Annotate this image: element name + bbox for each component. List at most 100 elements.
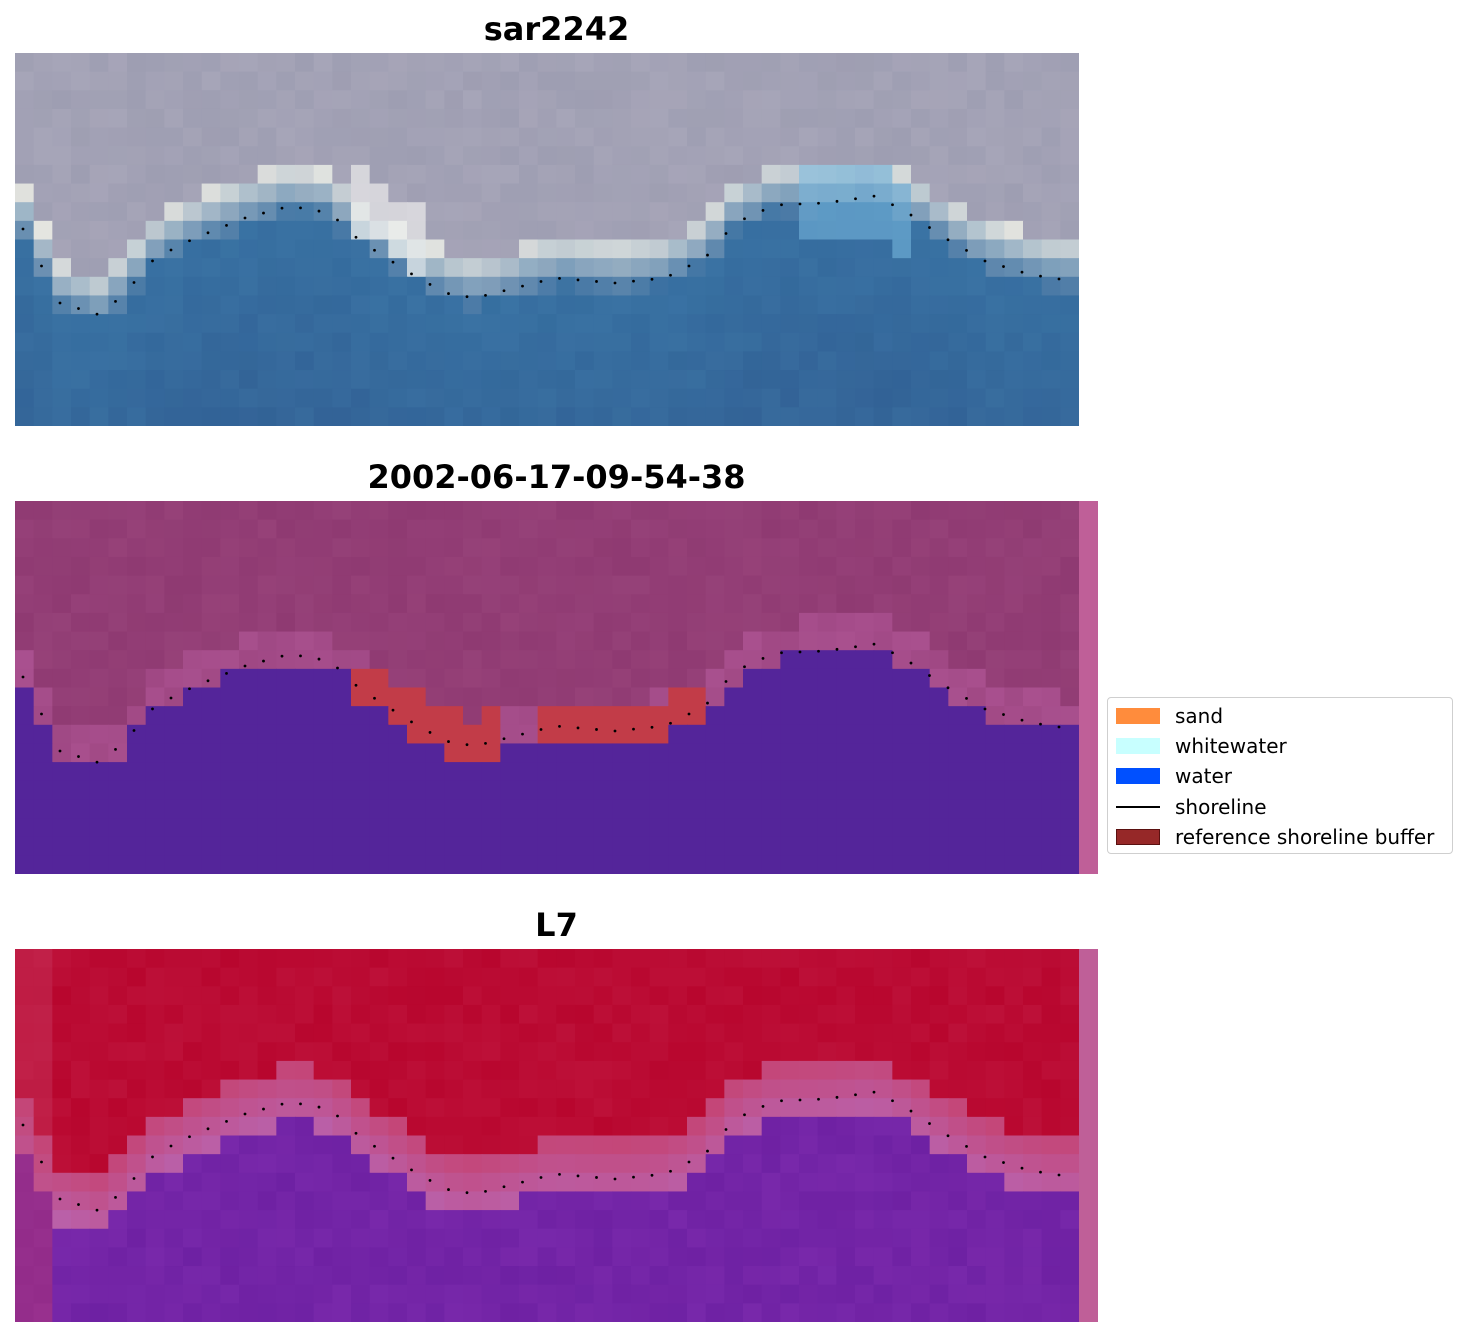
- image-pixel: [52, 1210, 72, 1230]
- image-pixel: [201, 650, 221, 670]
- image-pixel: [388, 146, 408, 166]
- image-pixel: [836, 631, 856, 651]
- image-pixel: [1023, 1154, 1043, 1174]
- image-pixel: [855, 388, 875, 408]
- image-pixel: [743, 575, 763, 595]
- image-pixel: [369, 949, 389, 969]
- image-pixel: [761, 762, 781, 782]
- image-pixel: [71, 724, 91, 745]
- image-pixel: [649, 1191, 669, 1211]
- image-pixel: [817, 986, 837, 1006]
- image-pixel: [761, 276, 781, 297]
- shoreline-point: [299, 206, 302, 210]
- image-pixel: [201, 501, 221, 521]
- image-pixel: [817, 501, 837, 521]
- image-pixel: [1023, 1004, 1043, 1025]
- image-pixel: [127, 501, 147, 521]
- image-pixel: [463, 967, 483, 987]
- image-pixel: [873, 743, 893, 763]
- image-pixel: [687, 575, 707, 595]
- image-pixel: [425, 108, 445, 129]
- image-pixel: [873, 1042, 893, 1062]
- image-pixel: [425, 202, 445, 222]
- image-pixel: [1023, 706, 1043, 726]
- image-pixel: [575, 314, 595, 334]
- image-pixel: [836, 1004, 856, 1025]
- image-pixel: [855, 762, 875, 782]
- image-pixel: [295, 108, 315, 129]
- image-pixel: [145, 687, 165, 707]
- image-pixel: [799, 836, 819, 856]
- image-pixel: [369, 594, 389, 614]
- image-pixel: [108, 53, 128, 73]
- image-pixel: [257, 650, 277, 670]
- image-pixel: [537, 836, 557, 856]
- image-pixel: [687, 668, 707, 689]
- image-pixel: [612, 1172, 632, 1193]
- image-pixel: [593, 743, 613, 763]
- image-pixel: [481, 164, 501, 185]
- image-pixel: [1041, 836, 1061, 856]
- image-pixel: [388, 1210, 408, 1230]
- image-pixel: [108, 1172, 128, 1193]
- image-pixel: [724, 314, 744, 334]
- image-pixel: [201, 949, 221, 969]
- image-pixel: [612, 1042, 632, 1062]
- image-pixel: [463, 183, 483, 203]
- image-pixel: [537, 127, 557, 147]
- shoreline-point: [447, 740, 450, 743]
- image-pixel: [127, 164, 147, 185]
- image-pixel: [276, 295, 296, 315]
- image-pixel: [1004, 146, 1024, 166]
- image-pixel: [89, 1154, 109, 1174]
- image-pixel: [1023, 1135, 1043, 1155]
- image-pixel: [575, 1284, 595, 1304]
- image-pixel: [145, 314, 165, 334]
- image-pixel: [556, 407, 576, 426]
- image-pixel: [89, 239, 109, 259]
- image-pixel: [481, 407, 501, 426]
- image-pixel: [313, 1266, 333, 1286]
- image-pixel: [500, 501, 520, 521]
- image-pixel: [89, 108, 109, 129]
- image-pixel: [799, 1154, 819, 1174]
- image-pixel: [127, 276, 147, 297]
- image-pixel: [649, 1135, 669, 1155]
- image-pixel: [873, 1079, 893, 1099]
- image-pixel: [89, 1228, 109, 1248]
- image-pixel: [276, 1284, 296, 1304]
- image-pixel: [108, 556, 128, 577]
- image-pixel: [276, 986, 296, 1006]
- image-pixel: [948, 1247, 968, 1267]
- image-pixel: [649, 594, 669, 614]
- image-pixel: [575, 1004, 595, 1025]
- image-pixel: [855, 351, 875, 371]
- image-pixel: [799, 71, 819, 91]
- image-pixel: [295, 855, 315, 874]
- image-pixel: [313, 1247, 333, 1267]
- image-pixel: [351, 1154, 371, 1174]
- image-pixel: [201, 855, 221, 874]
- image-pixel: [687, 332, 707, 352]
- shoreline-point: [1057, 725, 1061, 729]
- image-pixel: [537, 1266, 557, 1286]
- image-pixel: [201, 1228, 221, 1248]
- image-pixel: [1060, 967, 1080, 987]
- image-pixel: [1060, 90, 1079, 110]
- image-pixel: [799, 276, 819, 297]
- image-pixel: [612, 71, 632, 91]
- shoreline-point: [225, 224, 228, 227]
- image-pixel: [1004, 1098, 1024, 1118]
- image-pixel: [799, 1284, 819, 1304]
- image-pixel: [705, 1154, 725, 1174]
- image-pixel: [631, 836, 651, 856]
- image-pixel: [145, 1023, 165, 1043]
- image-pixel: [855, 1023, 875, 1043]
- image-pixel: [705, 1004, 725, 1025]
- image-pixel: [612, 1004, 632, 1025]
- image-pixel: [780, 631, 800, 651]
- image-pixel: [556, 1284, 576, 1304]
- image-pixel: [89, 668, 109, 689]
- image-pixel: [1004, 127, 1024, 147]
- image-pixel: [985, 1060, 1005, 1081]
